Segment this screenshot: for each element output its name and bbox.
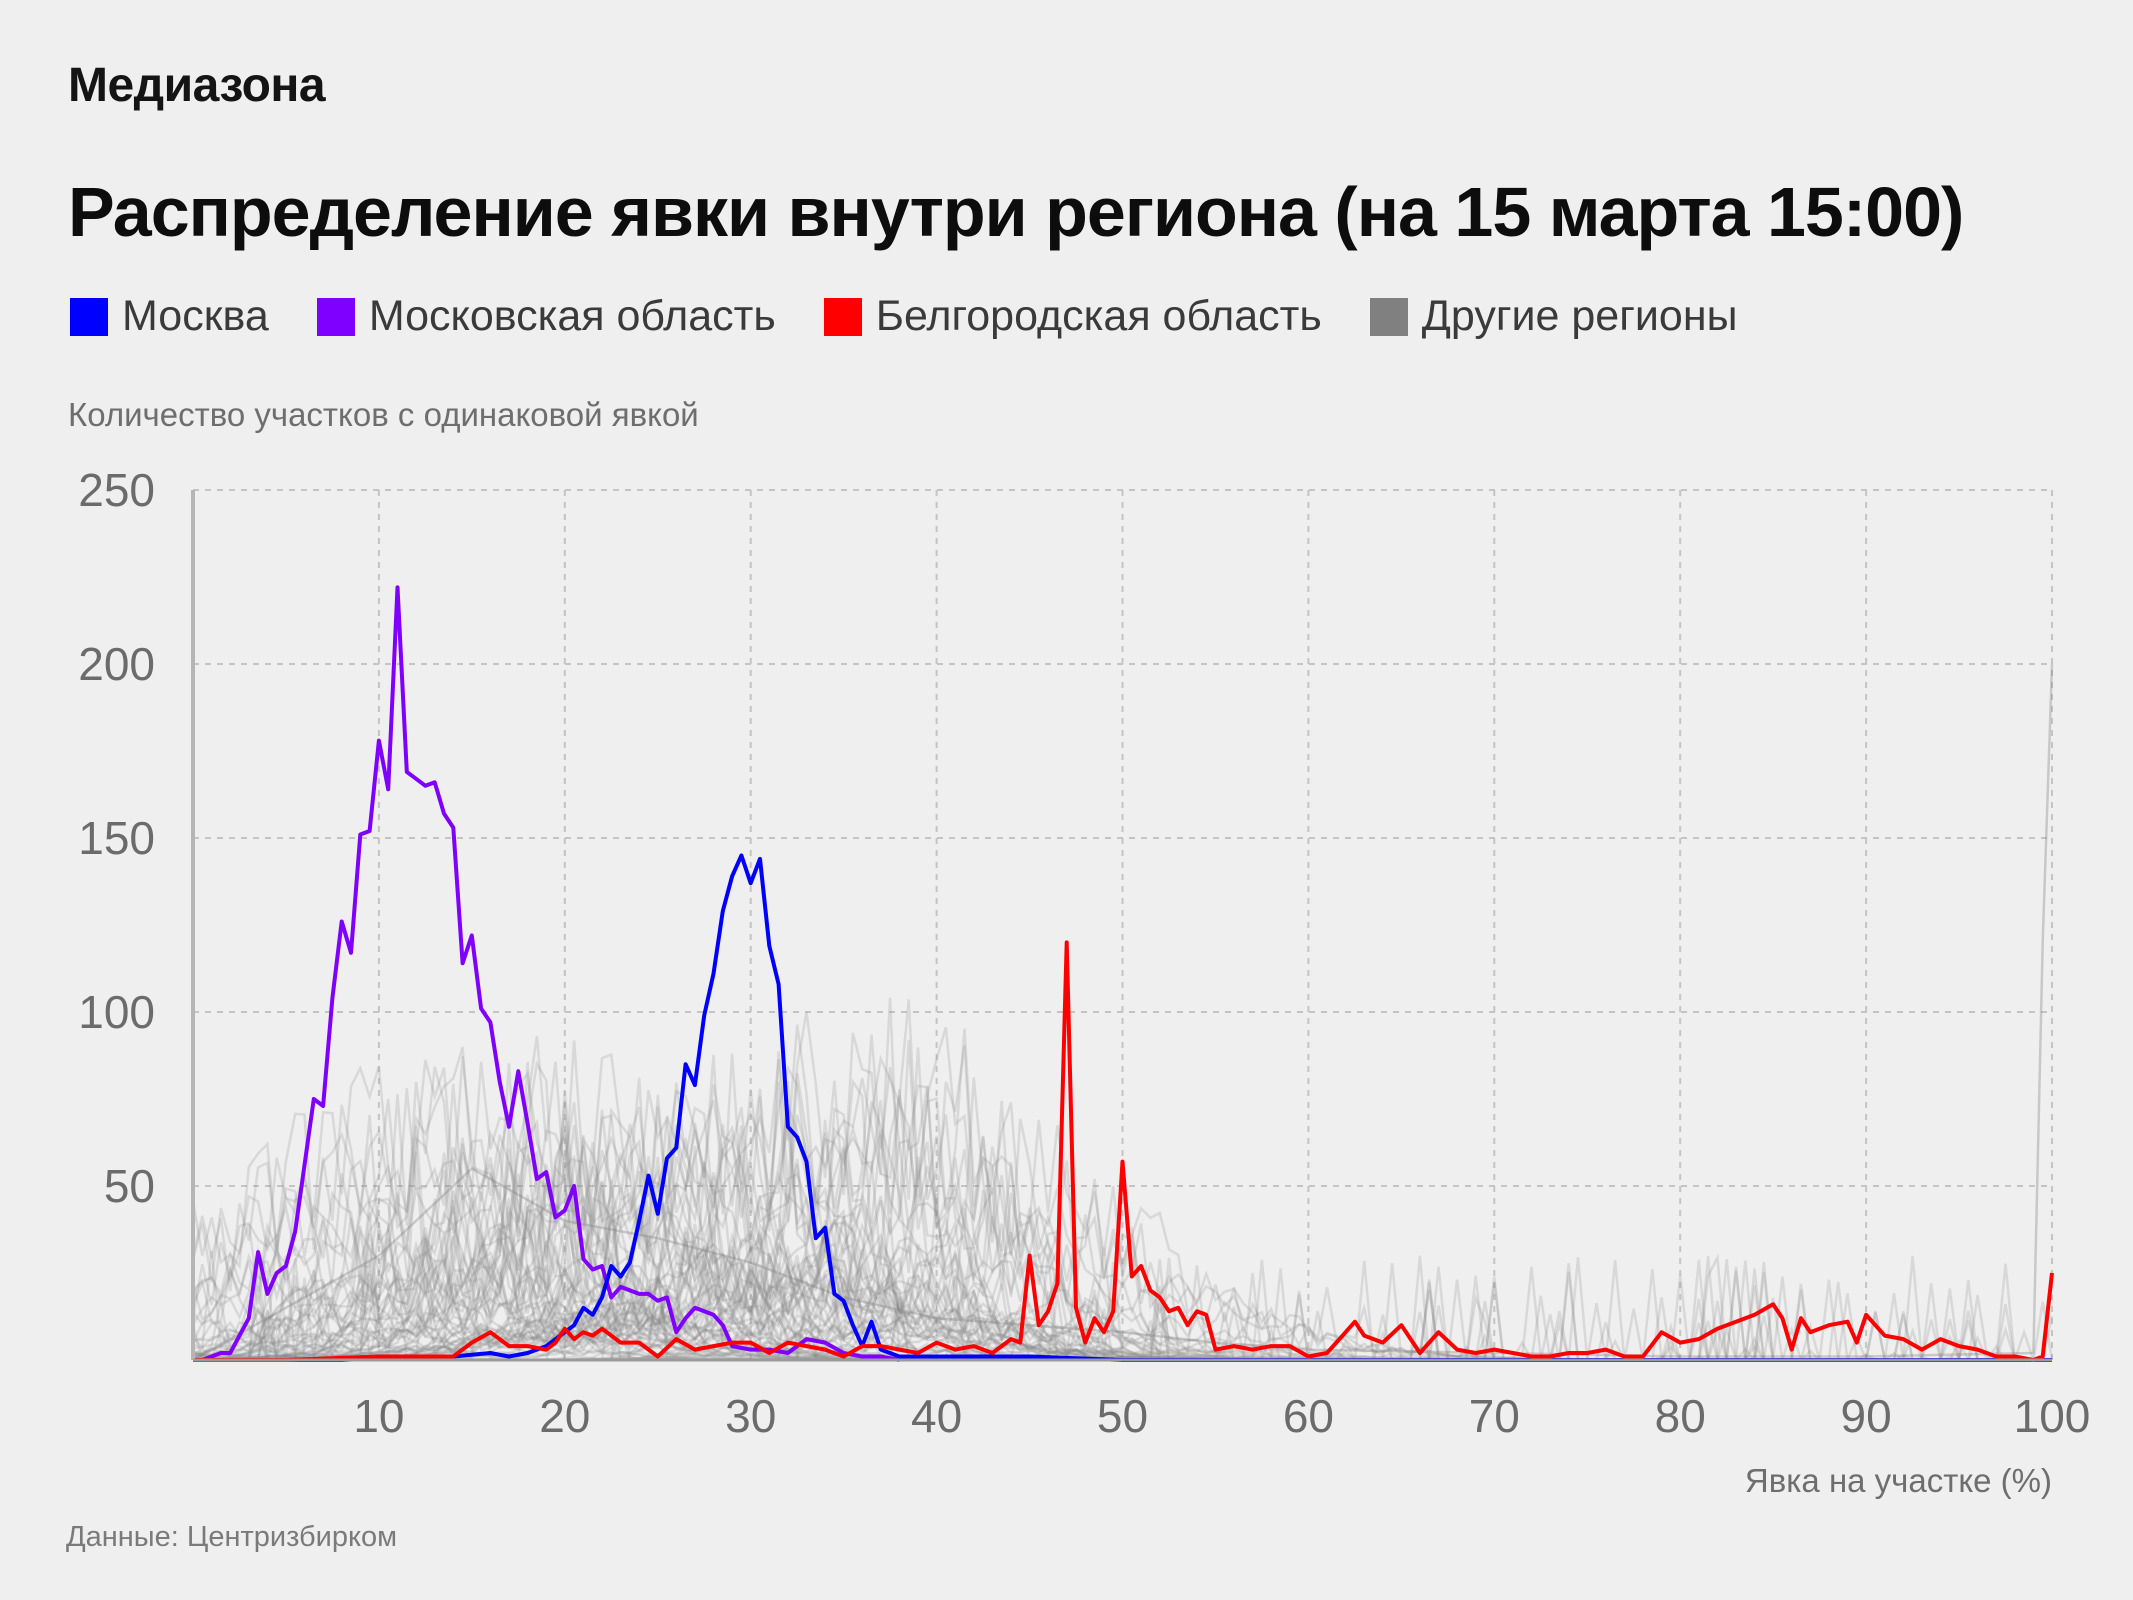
legend-item-moscow-oblast: Московская область [316, 292, 776, 341]
legend-swatch-belgorod [823, 297, 862, 336]
legend-item-moscow: Москва [70, 292, 269, 341]
x-tick-label: 60 [1283, 1390, 1334, 1442]
x-tick-label: 20 [539, 1390, 590, 1442]
legend-swatch-other [1369, 297, 1408, 336]
legend-label-moscow-oblast: Московская область [368, 292, 776, 340]
series-line-belgorod [193, 940, 2054, 1362]
legend-swatch-moscow-oblast [316, 297, 355, 336]
legend-item-other: Другие регионы [1369, 292, 1738, 341]
series-lines [192, 585, 2054, 1362]
x-tick-label: 90 [1841, 1390, 1892, 1442]
x-tick-label: 10 [353, 1390, 404, 1442]
legend-label-moscow: Москва [122, 292, 269, 340]
legend-item-belgorod: Белгородская область [823, 292, 1322, 341]
x-axis-title: Явка на участке (%) [1745, 1462, 2052, 1499]
x-tick-label: 50 [1097, 1390, 1148, 1442]
y-tick-label: 50 [104, 1160, 155, 1212]
legend-swatch-moscow [70, 297, 108, 336]
series-line-moscow-oblast [193, 585, 900, 1362]
axes: 50 100 150 200 250 10 20 30 40 50 60 70 80 90 100 [78, 464, 2090, 1442]
series-line-other-regions [192, 663, 2054, 1362]
y-tick-label: 150 [78, 812, 155, 864]
x-tick-label: 30 [725, 1390, 776, 1442]
y-axis-title: Количество участков с одинаковой явкой [68, 396, 699, 433]
y-tick-label: 100 [78, 986, 155, 1038]
brand-logo: Медиазона [68, 59, 326, 112]
data-source: Данные: Центризбирком [66, 1521, 398, 1553]
y-tick-label: 250 [78, 464, 155, 516]
x-tick-label: 40 [911, 1390, 962, 1442]
legend-label-other: Другие регионы [1421, 292, 1738, 340]
x-tick-label: 70 [1469, 1390, 1520, 1442]
x-tick-label: 100 [2014, 1390, 2091, 1442]
legend-label-belgorod: Белгородская область [875, 292, 1322, 340]
legend: Москва Московская область Белгородская о… [70, 292, 1785, 341]
x-tick-label: 80 [1655, 1390, 1706, 1442]
grid [193, 489, 2053, 1360]
chart-title: Распределение явки внутри региона (на 15… [68, 173, 1964, 251]
y-tick-label: 200 [78, 638, 155, 690]
